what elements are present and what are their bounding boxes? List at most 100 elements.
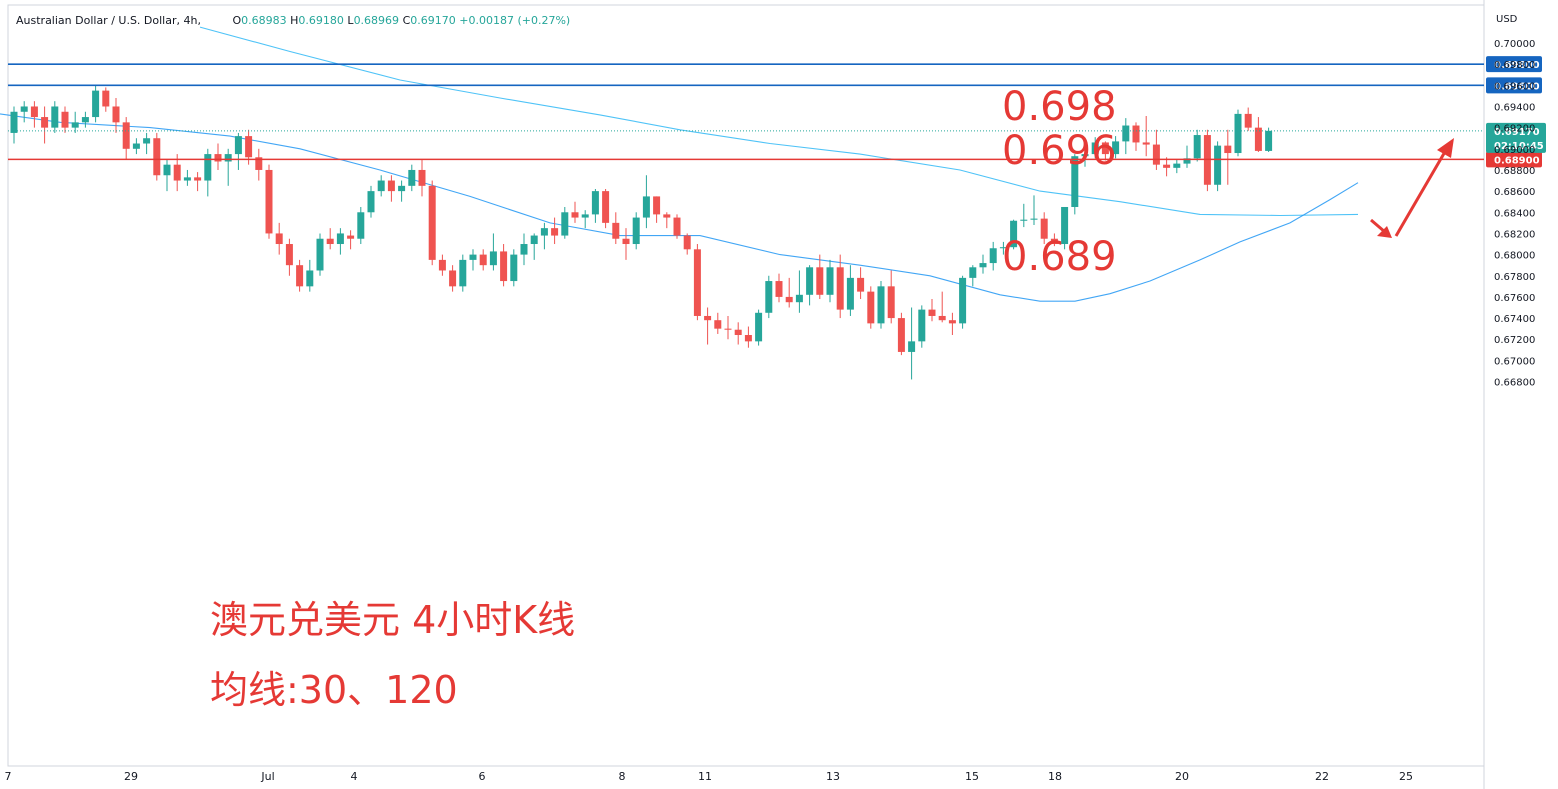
down-arrow-head xyxy=(1377,226,1392,238)
price-tick-label: 0.66800 xyxy=(1494,378,1535,389)
current-price-tag xyxy=(1486,122,1546,153)
candle-up xyxy=(846,277,854,310)
candle-up xyxy=(336,233,344,245)
candle-up xyxy=(81,117,89,123)
time-axis: 7 29 Jul 4 6 8 11 13 15 18 20 22 25 xyxy=(5,770,1414,783)
time-tick-label: 18 xyxy=(1048,770,1062,783)
level-price-tag xyxy=(1486,151,1542,168)
candle-up xyxy=(489,251,497,266)
level-price-tag-label: 0.69600 xyxy=(1494,81,1540,92)
candle-down xyxy=(1224,145,1232,154)
high-value: 0.69180 xyxy=(298,14,344,27)
candle-down xyxy=(704,315,712,321)
candle-down xyxy=(724,328,732,330)
time-tick-label: 4 xyxy=(351,770,358,783)
candle-up xyxy=(377,180,385,192)
candle-down xyxy=(836,267,844,310)
candle-down xyxy=(326,238,334,245)
price-tick-label: 0.67200 xyxy=(1494,335,1535,346)
candle-up xyxy=(10,111,18,133)
price-tick-label: 0.69800 xyxy=(1494,60,1535,71)
candle-up xyxy=(224,154,232,162)
chart-title-annotation: 澳元兑美元 4小时K线 xyxy=(210,598,575,642)
price-tick-label: 0.68400 xyxy=(1494,208,1535,219)
candle-down xyxy=(275,233,283,245)
symbol-label: Australian Dollar / U.S. Dollar, 4h, xyxy=(16,14,201,27)
candle-down xyxy=(612,222,620,239)
level-annotation: 0.689 xyxy=(1002,234,1117,280)
candle-up xyxy=(999,247,1007,249)
candle-down xyxy=(571,212,579,218)
candle-up xyxy=(1020,219,1028,221)
price-tick-label: 0.69000 xyxy=(1494,145,1535,156)
candle-up xyxy=(969,267,977,278)
candle-down xyxy=(1163,164,1171,168)
candle-up xyxy=(1122,125,1130,142)
candle-up xyxy=(1010,220,1018,248)
candle-down xyxy=(1101,142,1109,155)
candle-down xyxy=(653,196,661,215)
candle-up xyxy=(795,294,803,303)
candlesticks xyxy=(10,85,1273,380)
time-tick-label: 7 xyxy=(5,770,12,783)
candle-down xyxy=(30,106,38,118)
candle-up xyxy=(1081,154,1089,157)
price-tick-label: 0.68800 xyxy=(1494,166,1535,177)
candle-down xyxy=(61,111,69,128)
candle-down xyxy=(122,122,130,149)
level-price-tag-label: 0.69800 xyxy=(1494,60,1540,71)
current-price-label: 0.69170 xyxy=(1494,127,1540,138)
time-tick-label: 29 xyxy=(124,770,138,783)
candle-up xyxy=(1112,141,1120,155)
candle-up xyxy=(979,263,987,268)
candle-up xyxy=(1030,218,1038,220)
ma-120-line xyxy=(199,26,1359,217)
candle-down xyxy=(785,296,793,303)
candle-up xyxy=(1234,113,1242,154)
candle-up xyxy=(918,309,926,342)
candle-up xyxy=(316,238,324,271)
currency-label: USD xyxy=(1496,14,1518,25)
candle-up xyxy=(806,267,814,295)
close-label: C xyxy=(402,14,411,27)
ma-annotation: 均线:30、120 xyxy=(210,668,458,712)
candle-up xyxy=(51,106,59,128)
ma-30-line xyxy=(0,113,1359,302)
price-tick-label: 0.69400 xyxy=(1494,102,1535,113)
candle-down xyxy=(347,235,355,239)
candle-down xyxy=(102,90,110,107)
candle-down xyxy=(1142,142,1150,145)
candle-down xyxy=(948,320,956,324)
price-tick-label: 0.68000 xyxy=(1494,251,1535,262)
candle-down xyxy=(153,138,161,176)
candle-down xyxy=(683,235,691,250)
candle-up xyxy=(92,90,100,118)
price-tick-label: 0.70000 xyxy=(1494,39,1535,50)
candle-up xyxy=(826,267,834,295)
candle-up xyxy=(234,136,242,155)
up-arrow-head xyxy=(1437,138,1454,158)
candle-down xyxy=(112,106,120,123)
candle-up xyxy=(1193,135,1201,159)
candle-down xyxy=(897,318,905,352)
candle-down xyxy=(551,228,559,236)
candle-down xyxy=(418,169,426,186)
candle-down xyxy=(887,286,895,319)
candle-up xyxy=(459,259,467,287)
candle-up xyxy=(1265,130,1273,151)
level-annotation: 0.698 xyxy=(1002,84,1117,130)
time-tick-label: 15 xyxy=(965,770,979,783)
candle-down xyxy=(214,154,222,162)
open-value: 0.68983 xyxy=(241,14,287,27)
level-price-tag xyxy=(1486,56,1542,73)
candle-down xyxy=(1254,127,1262,151)
plot-frame xyxy=(7,4,1485,767)
countdown-label: 02:10:45 xyxy=(1494,141,1544,152)
candle-up xyxy=(398,185,406,192)
candle-down xyxy=(1244,113,1252,128)
time-tick-label: 8 xyxy=(619,770,626,783)
candle-down xyxy=(428,185,436,260)
candle-up xyxy=(1214,145,1222,185)
